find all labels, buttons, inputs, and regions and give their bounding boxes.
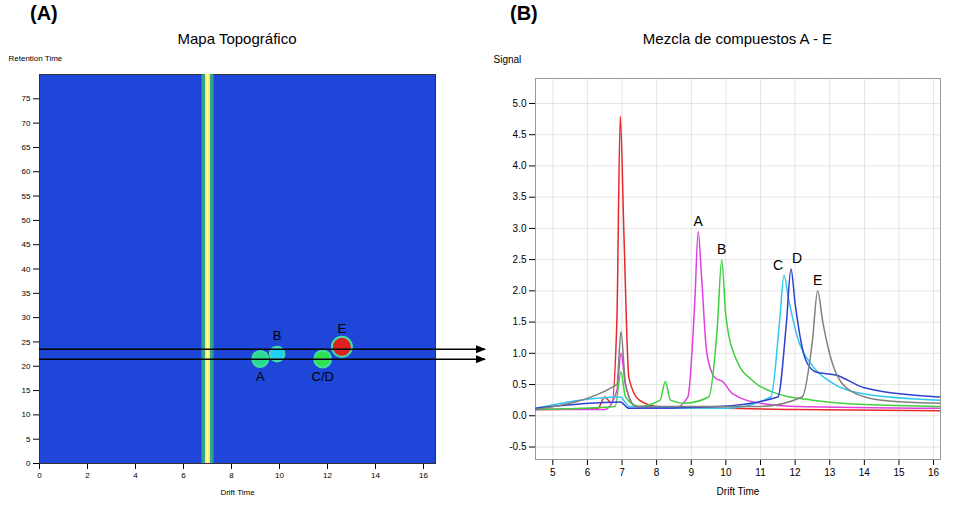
svg-text:2: 2 [85,471,90,480]
svg-text:5: 5 [550,467,556,478]
svg-text:9: 9 [688,467,694,478]
svg-text:6: 6 [585,467,591,478]
html-text:Mezcla de compuestos A - E: Mezcla de compuestos A - E [642,30,833,47]
svg-text:0: 0 [26,459,31,468]
svg-text:4.5: 4.5 [513,129,527,140]
svg-text:B: B [717,241,726,257]
svg-text:4.0: 4.0 [513,160,527,171]
svg-text:Drift Time: Drift Time [717,486,760,497]
svg-text:0.5: 0.5 [513,379,527,390]
svg-text:2.0: 2.0 [513,285,527,296]
html-text:(B): (B) [510,2,538,24]
svg-text:12: 12 [790,467,802,478]
svg-text:10: 10 [720,467,732,478]
svg-text:1.5: 1.5 [513,316,527,327]
svg-text:13: 13 [824,467,836,478]
svg-text:75: 75 [22,94,31,103]
svg-text:40: 40 [22,265,31,274]
svg-text:3.5: 3.5 [513,191,527,202]
svg-text:16: 16 [928,467,940,478]
svg-text:5.0: 5.0 [513,98,527,109]
svg-text:50: 50 [22,216,31,225]
svg-text:55: 55 [22,192,31,201]
svg-text:-0.5: -0.5 [509,441,527,452]
svg-text:C/D: C/D [312,369,334,384]
svg-text:1.0: 1.0 [513,348,527,359]
svg-text:35: 35 [22,289,31,298]
svg-text:15: 15 [893,467,905,478]
svg-text:C: C [773,257,783,273]
svg-text:30: 30 [22,313,31,322]
svg-text:Signal: Signal [494,54,522,65]
svg-text:65: 65 [22,143,31,152]
svg-text:2.5: 2.5 [513,254,527,265]
svg-text:B: B [273,328,282,343]
svg-text:0.0: 0.0 [513,410,527,421]
html-text:Mapa Topográfico: Mapa Topográfico [177,30,297,47]
html-text:(A): (A) [30,2,58,24]
svg-text:12: 12 [323,471,332,480]
svg-text:70: 70 [22,119,31,128]
svg-text:15: 15 [22,386,31,395]
svg-text:Retention Time: Retention Time [9,54,63,63]
svg-text:5: 5 [26,435,31,444]
svg-text:10: 10 [22,410,31,419]
svg-text:A: A [256,369,265,384]
svg-text:Drift Time: Drift Time [220,488,255,497]
svg-text:14: 14 [371,471,380,480]
svg-text:25: 25 [22,337,31,346]
svg-text:14: 14 [859,467,871,478]
svg-text:20: 20 [22,362,31,371]
svg-text:16: 16 [419,471,428,480]
svg-text:E: E [338,321,347,336]
svg-text:8: 8 [229,471,234,480]
svg-text:11: 11 [755,467,766,478]
svg-text:60: 60 [22,167,31,176]
svg-text:3.0: 3.0 [513,223,527,234]
svg-text:0: 0 [37,471,42,480]
svg-text:6: 6 [181,471,186,480]
svg-text:4: 4 [133,471,138,480]
svg-text:A: A [694,213,704,229]
svg-text:8: 8 [654,467,660,478]
svg-text:7: 7 [619,467,625,478]
svg-text:45: 45 [22,240,31,249]
svg-text:E: E [813,272,822,288]
svg-text:10: 10 [275,471,284,480]
svg-text:D: D [792,250,802,266]
